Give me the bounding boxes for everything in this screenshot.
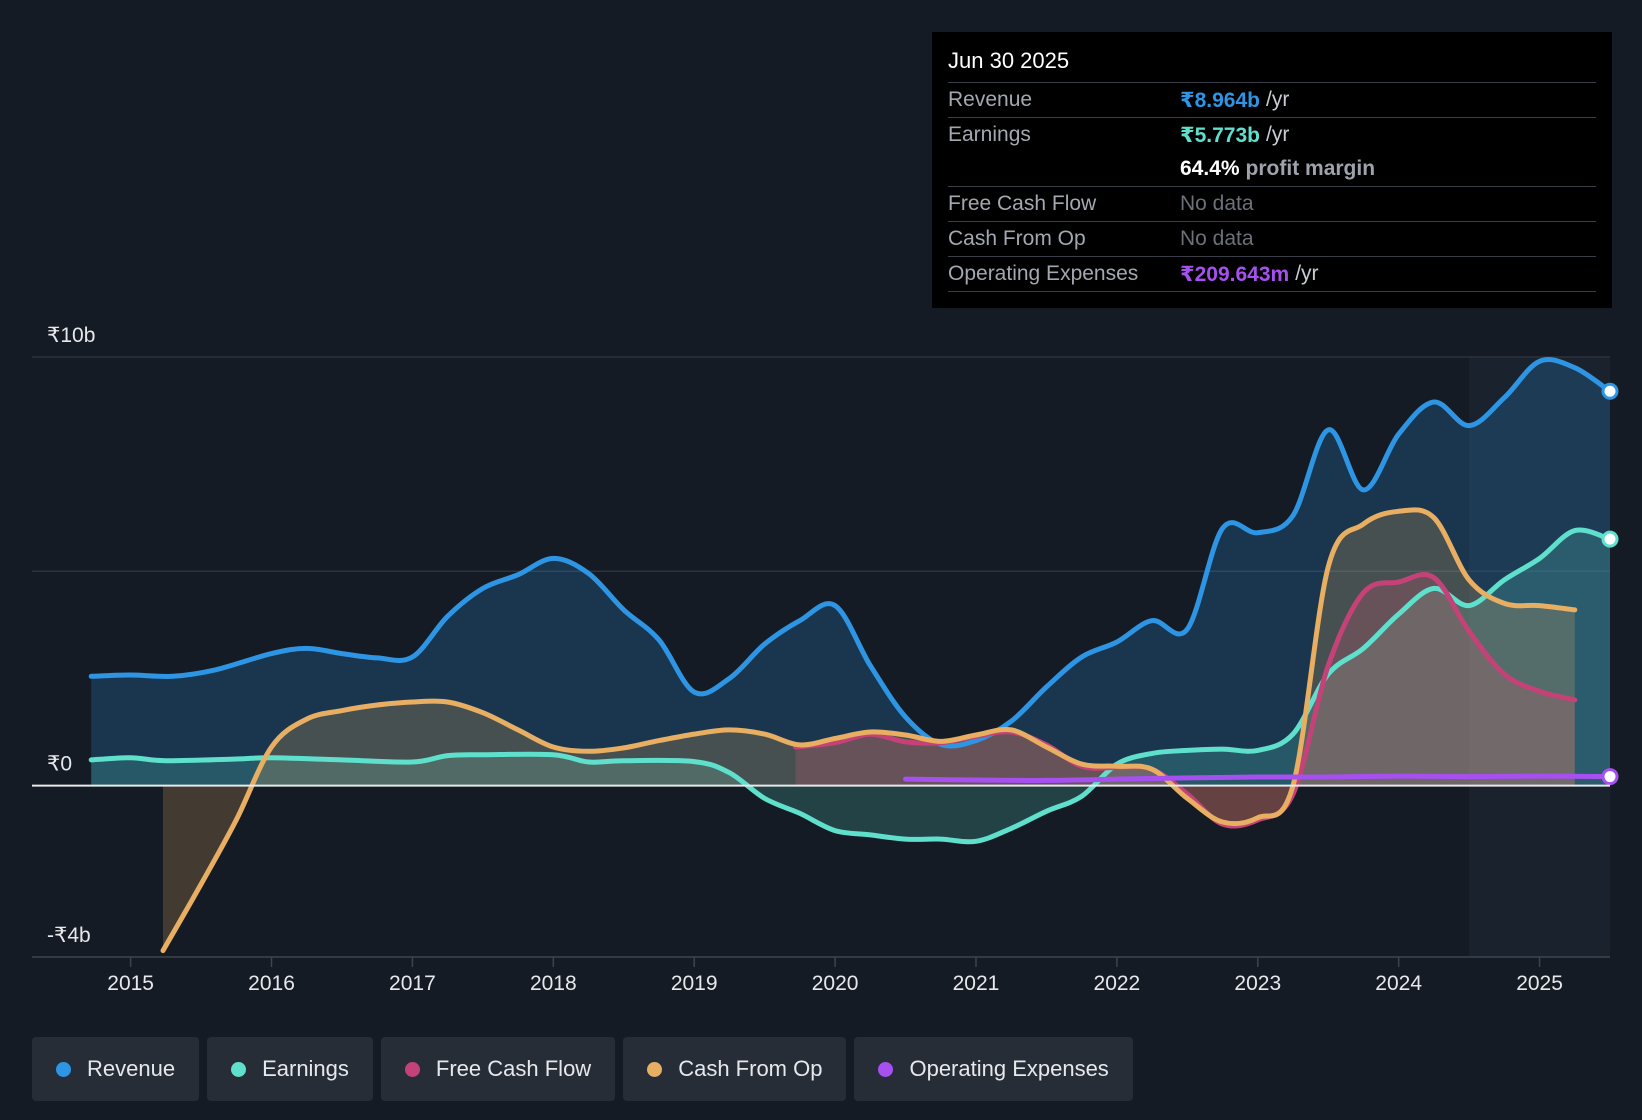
tooltip-row-cfo: Cash From Op No data [948, 221, 1596, 256]
tooltip-label: Operating Expenses [948, 262, 1139, 285]
x-tick-label: 2017 [389, 972, 436, 995]
legend-item-cash-from-op[interactable]: Cash From Op [623, 1037, 847, 1101]
legend-label: Cash From Op [678, 1056, 823, 1081]
revenue-line [88, 356, 1613, 749]
tooltip-row-opex: Operating Expenses ₹209.643m /yr [948, 256, 1596, 292]
tooltip-unit: /yr [1266, 123, 1290, 146]
earnings-dot-icon [231, 1061, 247, 1077]
x-tick-label: 2016 [248, 972, 295, 995]
earnings-area [91, 529, 1611, 842]
operating-expenses-line [903, 773, 1613, 783]
x-tick-label: 2025 [1516, 972, 1563, 995]
tooltip-row-revenue: Revenue ₹8.964b /yr [948, 82, 1596, 117]
axes: ₹10b ₹0 -₹4b 2015 2016 2017 2018 2019 2020 2021 20… [32, 324, 1610, 995]
x-tick-label: 2023 [1234, 972, 1281, 995]
y-tick-label: -₹4b [47, 924, 91, 947]
tooltip-date: Jun 30 2025 [948, 48, 1070, 73]
series-areas [91, 359, 1611, 951]
earnings-end-marker [1601, 530, 1619, 548]
x-tick-label: 2020 [812, 972, 859, 995]
operating-expenses-dot-icon [878, 1061, 894, 1077]
legend-label: Free Cash Flow [435, 1056, 592, 1081]
legend: Revenue Earnings Free Cash Flow Cash Fro… [32, 1037, 1141, 1101]
tooltip-row-fcf: Free Cash Flow No data [948, 186, 1596, 221]
tooltip-value: ₹8.964b [1180, 88, 1260, 112]
x-tick-label: 2022 [1094, 972, 1141, 995]
y-tick-label: ₹0 [47, 753, 72, 776]
tooltip-unit: /yr [1266, 88, 1290, 111]
legend-item-revenue[interactable]: Revenue [32, 1037, 200, 1101]
tooltip: Jun 30 2025 Revenue ₹8.964b /yr Earnings… [932, 32, 1612, 308]
legend-item-free-cash-flow[interactable]: Free Cash Flow [380, 1037, 616, 1101]
tooltip-unit: /yr [1295, 262, 1319, 285]
x-tick-label: 2019 [671, 972, 718, 995]
legend-label: Operating Expenses [909, 1056, 1109, 1081]
gridlines [32, 356, 1610, 958]
revenue-area [91, 359, 1611, 786]
tooltip-row-earnings: Earnings ₹5.773b /yr [948, 117, 1596, 152]
cash-from-op-dot-icon [647, 1061, 663, 1077]
free-cash-flow-dot-icon [404, 1061, 420, 1077]
revenue-end-marker [1601, 382, 1619, 400]
tooltip-label: Earnings [948, 123, 1031, 146]
series-lines [88, 356, 1619, 954]
tooltip-value: No data [1180, 192, 1254, 215]
cash-from-op-line [160, 507, 1578, 954]
legend-item-earnings[interactable]: Earnings [207, 1037, 373, 1101]
profit-margin-value: 64.4% [1180, 157, 1240, 180]
tooltip-value: No data [1180, 227, 1254, 250]
legend-item-operating-expenses[interactable]: Operating Expenses [854, 1037, 1133, 1101]
legend-label: Revenue [87, 1056, 176, 1081]
free-cash-flow-area [795, 574, 1575, 827]
earnings-line [88, 527, 1613, 845]
operating-expenses-end-marker [1601, 768, 1619, 786]
tooltip-label: Cash From Op [948, 227, 1086, 250]
y-tick-label: ₹10b [47, 324, 95, 347]
revenue-dot-icon [56, 1061, 71, 1077]
x-tick-label: 2015 [107, 972, 154, 995]
profit-margin-label: profit margin [1245, 157, 1376, 180]
tooltip-label: Revenue [948, 88, 1033, 111]
x-tick-label: 2018 [530, 972, 577, 995]
highlight-band [1469, 357, 1610, 957]
cash-from-op-area [163, 509, 1575, 951]
tooltip-value: ₹5.773b [1180, 123, 1260, 147]
tooltip-label: Free Cash Flow [948, 192, 1097, 215]
tooltip-value: ₹209.643m [1180, 262, 1290, 286]
legend-label: Earnings [262, 1056, 349, 1081]
x-tick-label: 2021 [953, 972, 1000, 995]
tooltip-row-margin: 64.4% profit margin [948, 152, 1596, 186]
x-tick-label: 2024 [1375, 972, 1422, 995]
